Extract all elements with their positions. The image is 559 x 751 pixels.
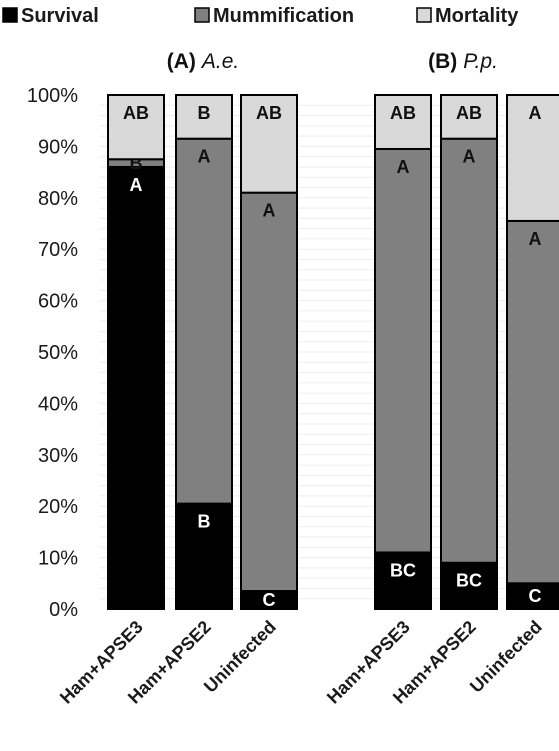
significance-letter: B bbox=[198, 103, 211, 123]
bar-segment-mortality bbox=[440, 94, 498, 140]
y-tick-label: 100% bbox=[27, 85, 78, 107]
y-tick-label: 20% bbox=[38, 496, 78, 518]
legend-swatch-mortality bbox=[416, 7, 432, 23]
panel-a-species: A.e. bbox=[200, 50, 239, 73]
panel-a-label: (A) bbox=[167, 50, 196, 73]
bar-segment-mummification bbox=[240, 191, 298, 593]
y-tick-label: 90% bbox=[38, 136, 78, 158]
significance-letter: AB bbox=[390, 103, 416, 123]
bar-segment-mummification bbox=[506, 219, 559, 585]
bar-segment-mortality bbox=[107, 94, 165, 161]
y-tick-label: 70% bbox=[38, 239, 78, 261]
legend-label-mummification: Mummification bbox=[213, 5, 354, 27]
significance-letter: A bbox=[263, 201, 276, 221]
y-tick-label: 50% bbox=[38, 342, 78, 364]
panel-titles: (A) A.e. (B) P.p. bbox=[167, 50, 498, 73]
y-tick-label: 10% bbox=[38, 548, 78, 570]
significance-letter: A bbox=[529, 103, 542, 123]
significance-letter: BC bbox=[390, 560, 416, 580]
legend-swatch-survival bbox=[2, 7, 18, 23]
y-tick-label: 60% bbox=[38, 291, 78, 313]
panel-b-title: (B) P.p. bbox=[428, 50, 498, 73]
bar-segment-mummification bbox=[374, 147, 432, 554]
bar-segment-mortality bbox=[240, 94, 298, 194]
significance-letter: A bbox=[463, 147, 476, 167]
bar-segment-mummification bbox=[440, 137, 498, 564]
y-axis: 0% 10% 20% 30% 40% 50% 60% 70% 80% 90% 100% bbox=[27, 85, 78, 621]
legend-label-survival: Survival bbox=[21, 5, 99, 27]
significance-letter: B bbox=[198, 512, 211, 532]
significance-letter: C bbox=[263, 590, 276, 610]
bar-segment-survival bbox=[107, 165, 165, 611]
bar-segment-survival bbox=[374, 551, 432, 611]
significance-letter: A bbox=[529, 229, 542, 249]
y-tick-label: 40% bbox=[38, 393, 78, 415]
panel-b-label: (B) bbox=[428, 50, 457, 73]
significance-letter: AB bbox=[456, 103, 482, 123]
y-tick-label: 80% bbox=[38, 188, 78, 210]
bar-segment-mummification bbox=[175, 137, 233, 505]
panel-a-title: (A) A.e. bbox=[167, 50, 240, 73]
significance-letter: AB bbox=[123, 103, 149, 123]
significance-letter: A bbox=[198, 147, 211, 167]
x-category-label: Uninfected bbox=[466, 617, 546, 697]
legend-label-mortality: Mortality bbox=[435, 5, 519, 27]
significance-letter: A bbox=[397, 157, 410, 177]
significance-letter: BC bbox=[456, 571, 482, 591]
legend: Survival Mummification Mortality bbox=[2, 5, 519, 27]
significance-letter: AB bbox=[256, 103, 282, 123]
y-tick-label: 0% bbox=[49, 599, 78, 621]
significance-letter: C bbox=[529, 586, 542, 606]
bar-segment-mortality bbox=[506, 94, 559, 222]
bar-segment-mortality bbox=[374, 94, 432, 150]
significance-letter: A bbox=[130, 175, 143, 195]
bar-segment-survival bbox=[175, 502, 233, 611]
y-tick-label: 30% bbox=[38, 445, 78, 467]
bar-segment-survival bbox=[440, 561, 498, 610]
panel-b-species: P.p. bbox=[463, 50, 498, 73]
bar-segment-mortality bbox=[175, 94, 233, 140]
legend-swatch-mummification bbox=[194, 7, 210, 23]
